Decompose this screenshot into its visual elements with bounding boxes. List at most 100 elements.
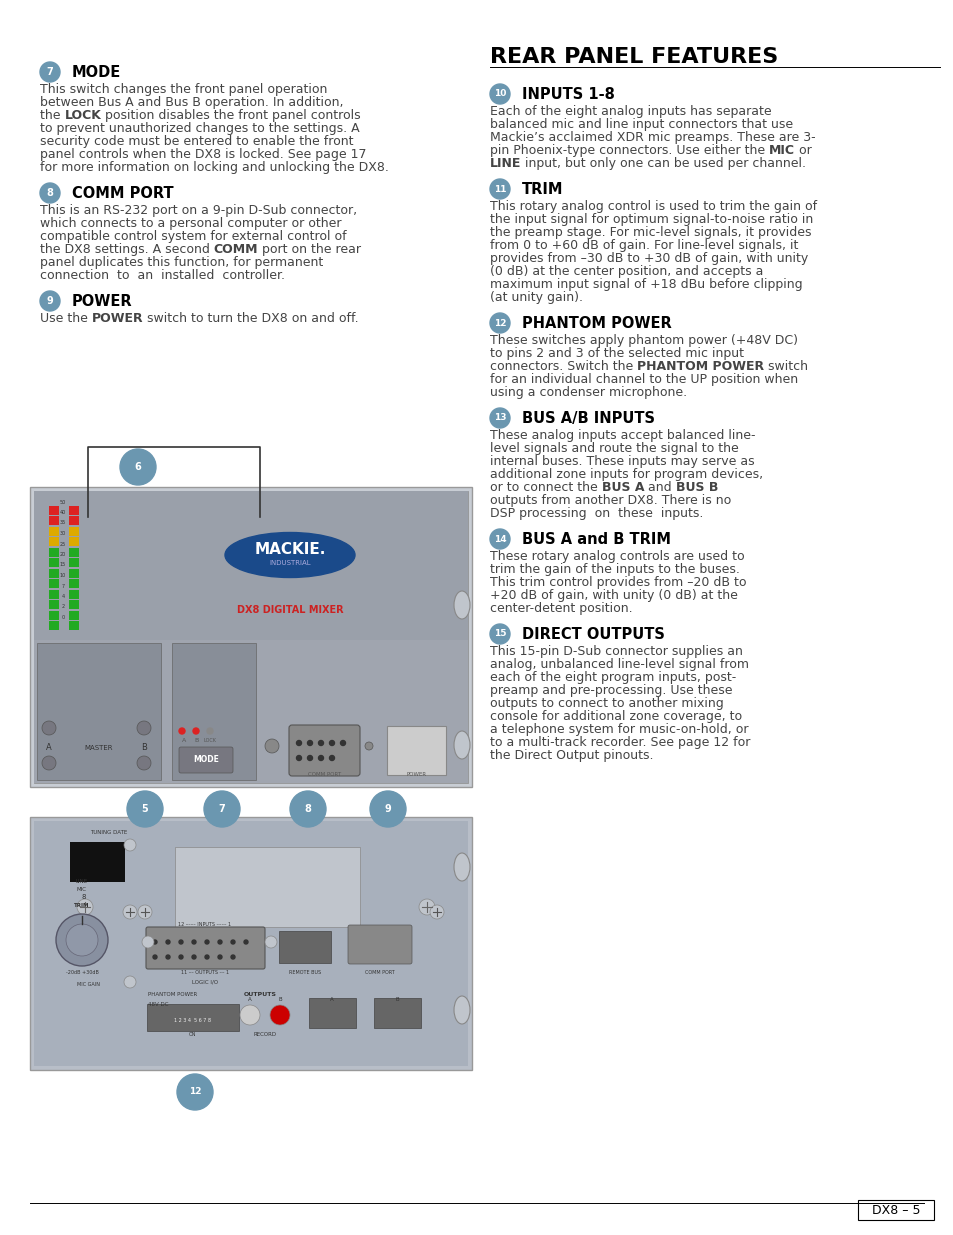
Circle shape (340, 741, 345, 746)
Text: port on the rear: port on the rear (258, 243, 361, 256)
Circle shape (127, 790, 163, 827)
Circle shape (142, 936, 153, 948)
Text: B: B (194, 739, 199, 743)
Text: outputs from another DX8. There is no: outputs from another DX8. There is no (490, 494, 731, 508)
Text: 14: 14 (493, 535, 506, 543)
Circle shape (265, 739, 278, 753)
Circle shape (490, 84, 510, 104)
Circle shape (166, 940, 170, 944)
Text: INDUSTRIAL: INDUSTRIAL (269, 559, 311, 566)
Text: the: the (40, 109, 65, 122)
Text: the Direct Output pinouts.: the Direct Output pinouts. (490, 748, 653, 762)
FancyBboxPatch shape (49, 568, 59, 578)
Text: A: A (46, 743, 51, 752)
Text: additional zone inputs for program devices,: additional zone inputs for program devic… (490, 468, 762, 480)
Text: 9: 9 (47, 296, 53, 306)
Circle shape (40, 62, 60, 82)
Text: MIC GAIN: MIC GAIN (77, 982, 100, 987)
Text: A: A (248, 997, 252, 1002)
Text: MIC: MIC (768, 144, 794, 157)
Text: -20dB +30dB: -20dB +30dB (66, 969, 98, 974)
FancyBboxPatch shape (289, 725, 359, 776)
Text: 7: 7 (218, 804, 225, 814)
FancyBboxPatch shape (69, 537, 79, 546)
Text: TRIM: TRIM (74, 903, 90, 908)
Circle shape (430, 905, 443, 919)
Text: BUS A: BUS A (601, 480, 643, 494)
FancyBboxPatch shape (172, 643, 255, 781)
Text: switch to turn the DX8 on and off.: switch to turn the DX8 on and off. (143, 312, 358, 325)
Text: This trim control provides from –20 dB to: This trim control provides from –20 dB t… (490, 576, 745, 589)
Text: BUS B: BUS B (675, 480, 718, 494)
Circle shape (120, 450, 156, 485)
Circle shape (290, 790, 326, 827)
FancyBboxPatch shape (49, 547, 59, 557)
Text: POWER: POWER (91, 312, 143, 325)
Text: position disables the front panel controls: position disables the front panel contro… (101, 109, 360, 122)
Text: 10: 10 (494, 89, 506, 99)
Ellipse shape (225, 532, 355, 578)
Circle shape (418, 899, 435, 915)
FancyBboxPatch shape (34, 492, 468, 640)
FancyBboxPatch shape (146, 927, 265, 969)
FancyBboxPatch shape (69, 589, 79, 599)
FancyBboxPatch shape (69, 505, 79, 515)
Circle shape (490, 624, 510, 643)
Circle shape (296, 756, 301, 761)
Text: PHANTOM POWER: PHANTOM POWER (521, 316, 671, 331)
Text: COMM PORT: COMM PORT (71, 186, 173, 201)
Circle shape (40, 291, 60, 311)
Text: (at unity gain).: (at unity gain). (490, 291, 582, 304)
FancyBboxPatch shape (69, 558, 79, 567)
Circle shape (192, 955, 195, 960)
FancyBboxPatch shape (70, 842, 125, 882)
Text: balanced mic and line input connectors that use: balanced mic and line input connectors t… (490, 119, 792, 131)
Circle shape (42, 756, 56, 769)
Text: console for additional zone coverage, to: console for additional zone coverage, to (490, 710, 741, 722)
Circle shape (231, 955, 234, 960)
FancyBboxPatch shape (69, 579, 79, 588)
Text: for more information on locking and unlocking the DX8.: for more information on locking and unlo… (40, 161, 389, 174)
Text: compatible control system for external control of: compatible control system for external c… (40, 230, 346, 243)
Text: LOCK: LOCK (65, 109, 101, 122)
Text: center-detent position.: center-detent position. (490, 601, 632, 615)
FancyBboxPatch shape (34, 640, 468, 783)
Text: level signals and route the signal to the: level signals and route the signal to th… (490, 442, 738, 454)
Text: MIC: MIC (77, 887, 87, 892)
Circle shape (137, 756, 151, 769)
FancyBboxPatch shape (174, 847, 359, 927)
Circle shape (370, 790, 406, 827)
Text: 15: 15 (494, 630, 506, 638)
FancyBboxPatch shape (69, 516, 79, 525)
FancyBboxPatch shape (147, 1004, 239, 1031)
Circle shape (270, 1005, 290, 1025)
Text: or: or (794, 144, 811, 157)
Text: BUS A and B TRIM: BUS A and B TRIM (521, 532, 670, 547)
Circle shape (192, 940, 195, 944)
Text: Mackie’s acclaimed XDR mic preamps. These are 3-: Mackie’s acclaimed XDR mic preamps. Thes… (490, 131, 815, 144)
Circle shape (166, 955, 170, 960)
Text: Use the: Use the (40, 312, 91, 325)
Text: 12 –––– INPUTS –––– 1: 12 –––– INPUTS –––– 1 (178, 923, 232, 927)
Text: 12: 12 (189, 1088, 201, 1097)
Text: 8: 8 (82, 894, 86, 900)
Circle shape (66, 924, 98, 956)
Text: B: B (395, 997, 398, 1002)
Circle shape (124, 839, 136, 851)
Text: This is an RS-232 port on a 9-pin D-Sub connector,: This is an RS-232 port on a 9-pin D-Sub … (40, 204, 356, 217)
Circle shape (56, 914, 108, 966)
Text: panel duplicates this function, for permanent: panel duplicates this function, for perm… (40, 256, 323, 269)
Circle shape (152, 955, 157, 960)
Circle shape (296, 741, 301, 746)
Text: TUNING DATE: TUNING DATE (90, 830, 127, 835)
Circle shape (77, 899, 92, 915)
FancyBboxPatch shape (349, 931, 400, 963)
Circle shape (152, 940, 157, 944)
Text: the preamp stage. For mic-level signals, it provides: the preamp stage. For mic-level signals,… (490, 226, 811, 240)
Text: RECORD: RECORD (253, 1032, 276, 1037)
Text: 12: 12 (494, 319, 506, 327)
Text: 8: 8 (304, 804, 311, 814)
FancyBboxPatch shape (69, 526, 79, 536)
Circle shape (240, 1005, 260, 1025)
Ellipse shape (454, 853, 470, 881)
